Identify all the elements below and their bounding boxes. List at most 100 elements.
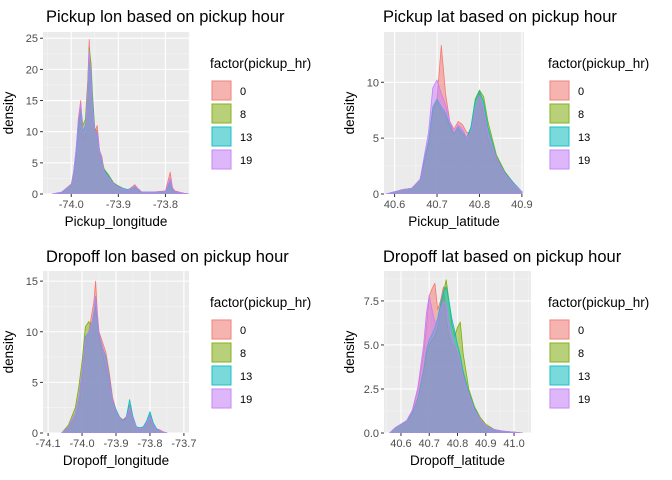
legend-label: 13 [240,132,252,144]
chart-panel-2: Pickup lat based on pickup hour 40.6 40.7 4… [342,8,649,229]
legend-label: 19 [240,394,252,406]
x-tick-label: -74.0 [70,438,95,450]
x-tick-label: -73.9 [103,438,128,450]
legend-label: 19 [578,394,590,406]
legend: factor(pickup_hr) 0 8 13 19 [548,56,649,170]
legend-key-swatch [549,149,570,170]
y-tick-label: 0 [373,189,379,201]
density-areas [61,280,168,433]
chart-panel-3: Dropoff lon based on pickup hour -74.1 -74… [1,248,311,468]
y-tick-label: 0 [32,189,38,201]
legend-label: 13 [240,371,252,383]
legend-key-swatch [211,319,232,340]
y-tick-label: 15 [26,276,38,288]
legend-label: 0 [240,86,246,98]
legend-key-swatch [549,319,570,340]
legend-key-swatch [211,80,232,101]
x-tick-label: 40.7 [419,438,440,450]
legend: factor(pickup_hr) 0 8 13 19 [210,295,311,409]
legend-label: 0 [578,86,584,98]
density-area-series-19 [385,79,523,194]
x-axis-title: Dropoff_latitude [410,453,505,468]
y-tick-label: 0 [32,428,38,440]
legend-key-swatch [211,103,232,124]
y-axis-title: density [1,330,16,373]
legend-key-swatch [549,342,570,363]
x-tick-label: 40.8 [447,438,468,450]
legend-key-swatch [549,365,570,386]
y-axis-title: density [342,91,357,134]
chart-panel-4: Dropoff lat based on pickup hour 40.6 40.7… [342,248,649,468]
x-axis-title: Dropoff_longitude [63,453,169,468]
legend-label: 13 [578,132,590,144]
y-tick-label: 15 [26,96,38,108]
legend-key-swatch [211,126,232,147]
legend-label: 8 [578,348,584,360]
density-area-series-19 [52,50,189,194]
y-tick-label: 5.0 [364,340,379,352]
chart-panel-1: Pickup lon based on pickup hour -74.0 -73.… [1,8,311,229]
x-tick-label: -73.8 [137,438,162,450]
x-tick-label: -74.0 [59,199,84,211]
chart-title: Pickup lon based on pickup hour [46,8,285,26]
x-tick-label: 41.0 [503,438,524,450]
x-tick-label: 40.6 [390,438,411,450]
y-tick-label: 5 [373,133,379,145]
y-tick-label: 25 [26,33,38,45]
legend-label: 19 [240,155,252,167]
legend-label: 8 [578,109,584,121]
density-area-series-19 [61,295,168,433]
density-area-series-19 [389,295,523,433]
y-tick-label: 2.5 [364,384,379,396]
legend: factor(pickup_hr) 0 8 13 19 [548,295,649,409]
y-tick-label: 7.5 [364,296,379,308]
legend-title: factor(pickup_hr) [548,295,649,310]
y-tick-label: 10 [26,327,38,339]
chart-title: Pickup lat based on pickup hour [383,8,617,26]
density-areas [52,39,189,194]
legend-label: 0 [578,325,584,337]
x-axis-title: Pickup_latitude [408,214,500,229]
chart-title: Dropoff lat based on pickup hour [383,248,622,266]
legend-key-swatch [211,365,232,386]
legend: factor(pickup_hr) 0 8 13 19 [210,56,311,170]
x-tick-label: 40.9 [511,199,532,211]
y-axis-title: density [342,330,357,373]
legend-label: 8 [240,109,246,121]
legend-key-swatch [549,388,570,409]
legend-label: 19 [578,155,590,167]
x-tick-label: 40.9 [475,438,496,450]
x-tick-label: -74.1 [36,438,61,450]
x-tick-label: -73.7 [171,438,196,450]
legend-key-swatch [549,103,570,124]
legend-title: factor(pickup_hr) [210,295,311,310]
x-axis-title: Pickup_longitude [65,214,168,229]
y-tick-label: 0.0 [364,428,379,440]
x-tick-label: 40.8 [469,199,490,211]
x-tick-label: 40.6 [384,199,405,211]
y-tick-label: 20 [26,64,38,76]
plot-background [43,32,189,194]
x-tick-label: -73.8 [153,199,178,211]
legend-title: factor(pickup_hr) [548,56,649,71]
legend-key-swatch [549,80,570,101]
y-tick-label: 5 [32,377,38,389]
y-axis-title: density [1,91,16,134]
x-tick-label: 40.7 [426,199,447,211]
y-tick-label: 5 [32,158,38,170]
legend-label: 13 [578,371,590,383]
x-tick-label: -73.9 [106,199,131,211]
y-tick-label: 10 [26,127,38,139]
legend-key-swatch [211,388,232,409]
legend-key-swatch [211,149,232,170]
density-areas [389,279,523,433]
chart-title: Dropoff lon based on pickup hour [46,248,289,266]
legend-label: 0 [240,325,246,337]
legend-label: 8 [240,348,246,360]
legend-title: factor(pickup_hr) [210,56,311,71]
y-tick-label: 10 [367,77,379,89]
density-areas [385,45,523,194]
legend-key-swatch [549,126,570,147]
legend-key-swatch [211,342,232,363]
